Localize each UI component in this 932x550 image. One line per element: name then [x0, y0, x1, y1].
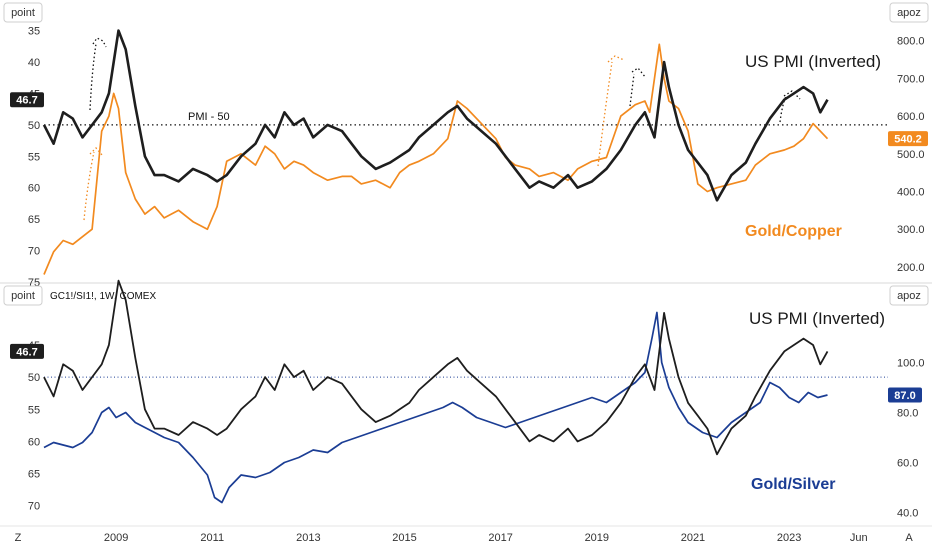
arrow-up-icon [631, 67, 647, 79]
arrow-up-icon [89, 147, 104, 157]
bottom-pmi-title: US PMI (Inverted) [749, 309, 885, 328]
bottom-right-unit-label: apoz [897, 290, 921, 302]
right-axis-tick-label: 60.0 [897, 458, 918, 470]
right-axis-tick-label: 40.0 [897, 508, 918, 520]
bottom-left-badge-value: 46.7 [16, 346, 37, 358]
pmi-50-reference-label: PMI - 50 [188, 111, 230, 123]
corner-right-label: A [905, 532, 913, 544]
top-right-unit-box [889, 2, 929, 23]
bottom-left-unit-box [3, 285, 43, 306]
gold-copper-line [43, 43, 829, 275]
bottom-left-axis-ticks: 455055606570 [28, 340, 40, 513]
right-axis-tick-label: 200.0 [897, 262, 925, 274]
right-axis-tick-label: 80.0 [897, 408, 918, 420]
time-axis-tick-label: 2017 [488, 532, 512, 544]
bottom-left-value-badge: 46.7 [10, 343, 44, 359]
top-left-value-badge: 46.7 [10, 92, 44, 108]
left-axis-tick-label: 65 [28, 214, 40, 226]
us-pmi-inverted-line-bottom [43, 279, 829, 456]
us-pmi-inverted-line [42, 29, 829, 202]
arrow-up-icon [597, 61, 613, 167]
right-axis-tick-label: 500.0 [897, 149, 925, 161]
trend-arrows-top [83, 37, 801, 221]
bottom-right-axis-ticks: 40.0 60.0 80.0 100.0 [897, 358, 925, 520]
right-axis-tick-label: 800.0 [897, 36, 925, 48]
time-axis-tick-label: 2019 [585, 532, 609, 544]
gold-copper-label: Gold/Copper [745, 223, 842, 240]
bottom-right-unit-box [889, 285, 929, 306]
right-axis-tick-label: 400.0 [897, 186, 925, 198]
gold-silver-label: Gold/Silver [751, 476, 835, 493]
time-axis-tick-label: 2023 [777, 532, 801, 544]
left-axis-tick-label: 35 [28, 26, 40, 38]
bottom-left-unit-label: point [11, 290, 35, 302]
arrow-up-icon [607, 55, 625, 63]
left-axis-tick-label: 50 [28, 372, 40, 384]
top-right-unit-label: apoz [897, 7, 921, 19]
gold-silver-line [43, 311, 828, 504]
corner-left-label: Z [15, 532, 22, 544]
top-right-badge-value: 540.2 [894, 134, 922, 146]
arrow-up-icon [92, 37, 107, 48]
top-right-value-badge: 540.2 [888, 131, 928, 147]
arrow-up-icon [783, 90, 801, 100]
top-pmi-title: US PMI (Inverted) [745, 52, 881, 71]
top-right-axis-ticks: 200.0 300.0 400.0 500.0 600.0 700.0 800.0 [897, 36, 925, 274]
arrow-up-icon [629, 73, 635, 107]
top-left-unit-label: point [11, 7, 35, 19]
top-left-axis-ticks: 354045505560657075 [28, 26, 40, 289]
top-left-badge-value: 46.7 [16, 95, 37, 107]
left-axis-tick-label: 60 [28, 183, 40, 195]
left-axis-tick-label: 40 [28, 57, 40, 69]
right-axis-tick-label: 600.0 [897, 111, 925, 123]
time-axis-tick-label: 2013 [296, 532, 320, 544]
time-axis-tick-label: 2011 [200, 532, 224, 544]
left-axis-tick-label: 55 [28, 151, 40, 163]
right-axis-tick-label: 100.0 [897, 358, 925, 370]
bottom-right-badge-value: 87.0 [894, 390, 915, 402]
right-axis-tick-label: 700.0 [897, 73, 925, 85]
left-axis-tick-label: 50 [28, 120, 40, 132]
top-left-unit-box [3, 2, 43, 23]
left-axis-tick-label: 55 [28, 404, 40, 416]
left-axis-tick-label: 65 [28, 469, 40, 481]
bottom-symbol-label: GC1!/SI1!, 1W, COMEX [50, 291, 156, 302]
top-panel: point apoz 354045505560657075 200.0300.0… [3, 2, 929, 289]
left-axis-tick-label: 60 [28, 436, 40, 448]
time-axis-tick-label: 2015 [392, 532, 416, 544]
time-axis-tick-label: Jun [850, 532, 868, 544]
bottom-right-value-badge: 87.0 [888, 387, 922, 403]
left-axis-tick-label: 70 [28, 246, 40, 258]
time-axis-tick-label: 2009 [104, 532, 128, 544]
left-axis-tick-label: 70 [28, 501, 40, 513]
arrow-up-icon [89, 43, 97, 111]
time-axis-tick-label: 2021 [681, 532, 705, 544]
bottom-panel: point apoz GC1!/SI1!, 1W, COMEX 45505560… [3, 279, 929, 520]
time-axis-ticks: 2009 2011 2013 2015 2017 2019 2021 2023 Jun [104, 532, 868, 544]
right-axis-tick-label: 300.0 [897, 224, 925, 236]
arrow-up-icon [83, 151, 95, 221]
